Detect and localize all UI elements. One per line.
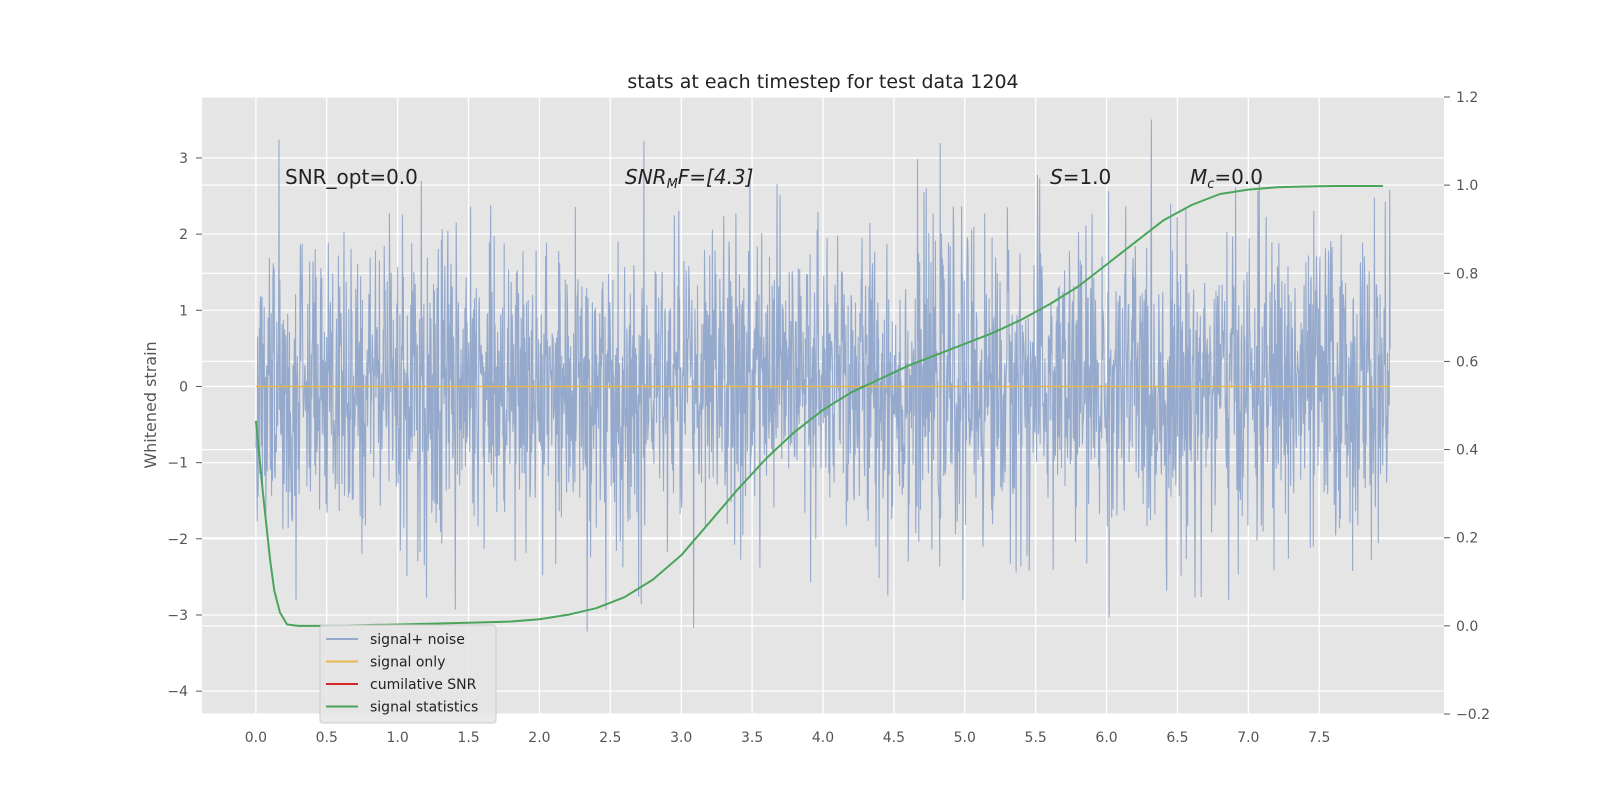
x-tick-label: 3.5 <box>741 730 763 746</box>
y-tick-label: 0 <box>179 379 188 395</box>
chart-title: stats at each timestep for test data 120… <box>627 71 1018 93</box>
annotation-mc-symbol: M <box>1190 165 1207 189</box>
annotation-snr-mf-symbol: SNR <box>625 165 667 189</box>
y2-tick-label: 0.2 <box>1456 531 1478 547</box>
y-tick-label: −3 <box>167 608 188 624</box>
x-tick-label: 7.0 <box>1237 730 1259 746</box>
x-tick-label: 7.5 <box>1308 730 1330 746</box>
x-tick-label: 1.5 <box>457 730 479 746</box>
annotation-s-value: =1.0 <box>1063 165 1112 189</box>
y2-tick-label: 1.2 <box>1456 90 1478 106</box>
x-tick-label: 0.5 <box>316 730 338 746</box>
x-tick-label: 1.0 <box>387 730 409 746</box>
y2-tick-label: 0.4 <box>1456 443 1478 459</box>
annotation-mc-value: =0.0 <box>1214 165 1263 189</box>
legend-label: signal only <box>370 655 445 671</box>
legend-label: cumilative SNR <box>370 677 477 693</box>
legend-label: signal+ noise <box>370 632 465 648</box>
y-tick-label: −2 <box>167 532 188 548</box>
annotation-snr-mf-value: F=[4.3] <box>678 165 754 189</box>
annotation-s-symbol: S <box>1050 165 1063 189</box>
x-tick-label: 2.0 <box>528 730 550 746</box>
annotation-mc-subscript: c <box>1207 177 1214 192</box>
x-tick-label: 2.5 <box>599 730 621 746</box>
y2-tick-label: 0.6 <box>1456 354 1478 370</box>
x-tick-label: 6.5 <box>1166 730 1188 746</box>
y-tick-label: 1 <box>179 303 188 319</box>
x-tick-label: 0.0 <box>245 730 267 746</box>
x-tick-label: 6.0 <box>1095 730 1117 746</box>
y-tick-label: −1 <box>167 456 188 472</box>
annotation-snr-mf-subscript: M <box>667 177 678 192</box>
y2-tick-label: −0.2 <box>1456 707 1490 723</box>
x-tick-label: 4.5 <box>883 730 905 746</box>
annotation-snr-mf: SNRMF=[4.3] <box>625 165 753 192</box>
x-tick-label: 5.0 <box>954 730 976 746</box>
y2-tick-label: 0.8 <box>1456 266 1478 282</box>
legend-box <box>319 624 497 724</box>
legend-label: signal statistics <box>370 700 478 716</box>
annotation-mc: Mc=0.0 <box>1190 165 1263 192</box>
y2-tick-label: 0.0 <box>1456 619 1478 635</box>
axes-layer: 0.0 0.5 1.0 1.5 2.0 2.5 3.0 3.5 4.0 4.5 5.0 5.5 6.0 6… <box>167 90 1490 746</box>
y2-tick-label: 1.0 <box>1456 178 1478 194</box>
y-tick-label: 3 <box>179 151 188 167</box>
y-tick-label: 2 <box>179 227 188 243</box>
x-tick-label: 4.0 <box>812 730 834 746</box>
series-signal-plus-noise <box>255 119 1391 632</box>
annotation-s-stat: S=1.0 <box>1050 165 1111 189</box>
x-tick-label: 5.5 <box>1025 730 1047 746</box>
annotations: SNR_opt=0.0 SNRMF=[4.3] S=1.0 Mc=0.0 <box>285 165 1263 192</box>
y-axis-label: Whitened strain <box>141 341 160 468</box>
x-tick-label: 3.0 <box>670 730 692 746</box>
annotation-snr-opt: SNR_opt=0.0 <box>285 165 418 189</box>
legend: signal+ noise signal only cumilative SNR si… <box>319 624 497 724</box>
y-tick-label: −4 <box>167 684 188 700</box>
